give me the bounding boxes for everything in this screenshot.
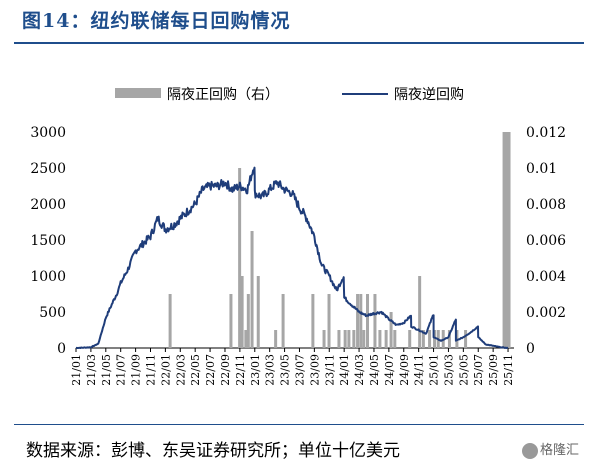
y-left-tick-label: 3000: [30, 125, 66, 141]
x-tick-label: 24/01: [338, 354, 351, 386]
repo-bar: [229, 294, 233, 348]
source-rule: [14, 424, 584, 425]
x-tick-label: 21/01: [70, 354, 83, 386]
repo-bar: [322, 330, 326, 348]
x-tick-label: 25/09: [487, 354, 500, 386]
x-tick-label: 23/05: [279, 354, 292, 386]
repo-bar: [256, 276, 260, 348]
repo-bar: [356, 294, 360, 348]
x-tick-label: 21/11: [144, 354, 157, 386]
repo-bar: [421, 330, 425, 348]
repo-bar: [238, 168, 242, 348]
repo-bar: [281, 294, 285, 348]
repo-bar: [362, 330, 366, 348]
repo-bar: [343, 330, 347, 348]
x-tick-label: 21/07: [115, 354, 128, 386]
repo-bar: [373, 294, 377, 348]
repo-bar: [246, 294, 250, 348]
repo-bar: [378, 330, 382, 348]
y-right-tick-label: 0.006: [526, 233, 566, 249]
x-tick-label: 25/07: [472, 354, 485, 386]
x-tick-label: 22/09: [219, 354, 232, 386]
x-tick-label: 25/11: [502, 354, 515, 386]
x-tick-label: 24/05: [368, 354, 381, 386]
x-tick-label: 23/07: [293, 354, 306, 386]
x-tick-label: 24/09: [398, 354, 411, 386]
legend-label-reverse-repo: 隔夜逆回购: [394, 87, 464, 103]
y-left-tick-label: 1000: [30, 269, 66, 285]
repo-bar: [502, 132, 506, 348]
x-axis-labels: 21/01 21/03 21/05 21/07 21/09 21/11 22/01 22/03…: [70, 354, 515, 386]
x-tick-label: 24/03: [353, 354, 366, 386]
legend-swatch-repo: [115, 88, 161, 98]
repo-bar: [384, 330, 388, 348]
repo-bar: [250, 231, 254, 348]
legend: 隔夜正回购（右） 隔夜逆回购: [115, 87, 464, 103]
repo-bar: [327, 294, 331, 348]
x-tick-label: 23/11: [323, 354, 336, 386]
title-rule: [14, 42, 584, 44]
y-right-tick-label: 0.012: [526, 125, 566, 141]
y-left-tick-label: 1500: [30, 233, 66, 249]
logo-icon: [522, 442, 538, 459]
watermark-logo: 格隆汇: [522, 439, 579, 459]
y-right-tick-label: 0.008: [526, 197, 566, 213]
bars: [168, 132, 511, 348]
repo-bar: [428, 330, 432, 348]
x-tick-label: 23/01: [249, 354, 262, 386]
y-right-tick-label: 0.004: [526, 269, 566, 285]
legend-label-repo: 隔夜正回购（右）: [167, 87, 279, 103]
repo-bar: [366, 294, 370, 348]
repo-bar: [505, 132, 509, 348]
x-tick-label: 25/05: [457, 354, 470, 386]
repo-bar: [168, 294, 172, 348]
reverse-repo-line: [75, 166, 509, 349]
x-tick-label: 22/11: [234, 354, 247, 386]
repo-bar: [347, 330, 351, 348]
x-tick-label: 24/07: [383, 354, 396, 386]
x-tick-label: 25/01: [428, 354, 441, 386]
y-right-tick-label: 0: [526, 341, 535, 357]
repo-bar: [418, 276, 422, 348]
repo-bar: [359, 294, 363, 348]
figure-title: 图14：纽约联储每日回购情况: [22, 10, 291, 32]
repo-bar: [389, 312, 393, 348]
repo-bar: [393, 330, 397, 348]
repo-bar: [447, 330, 451, 348]
source-note: 数据来源：彭博、东吴证券研究所；单位十亿美元: [26, 441, 400, 461]
y-right-tick-label: 0.002: [526, 305, 566, 321]
repo-bar: [311, 294, 315, 348]
y-left-tick-label: 2000: [30, 197, 66, 213]
x-tick-label: 22/01: [159, 354, 172, 386]
repo-bar: [408, 330, 412, 348]
x-tick-label: 22/05: [189, 354, 202, 386]
x-tick-label: 21/05: [100, 354, 113, 386]
x-tick-label: 24/11: [413, 354, 426, 386]
repo-bar: [244, 330, 248, 348]
repo-bar: [337, 330, 341, 348]
repo-bar: [274, 330, 278, 348]
x-tick-label: 23/03: [264, 354, 277, 386]
repo-bar: [507, 132, 511, 348]
y-left-tick-label: 500: [39, 305, 66, 321]
line-series: [75, 166, 509, 349]
y-axis-right-labels: 0 0.002 0.004 0.006 0.008 0.01 0.012: [526, 125, 566, 357]
logo-text: 格隆汇: [540, 443, 580, 458]
repo-bar: [352, 330, 356, 348]
x-tick-label: 21/09: [130, 354, 143, 386]
y-axis-left-labels: 0 500 1000 1500 2000 2500 3000: [30, 125, 66, 357]
x-tick-label: 23/09: [308, 354, 321, 386]
y-left-tick-label: 0: [57, 341, 66, 357]
x-tick-label: 22/07: [204, 354, 217, 386]
repo-bar: [464, 330, 468, 348]
x-tick-label: 25/03: [442, 354, 455, 386]
x-tick-label: 21/03: [85, 354, 98, 386]
y-right-tick-label: 0.01: [526, 161, 557, 177]
repo-bar: [240, 276, 244, 348]
axes: [75, 347, 514, 352]
y-left-tick-label: 2500: [30, 161, 66, 177]
repo-bar: [433, 330, 437, 348]
x-tick-label: 22/03: [174, 354, 187, 386]
